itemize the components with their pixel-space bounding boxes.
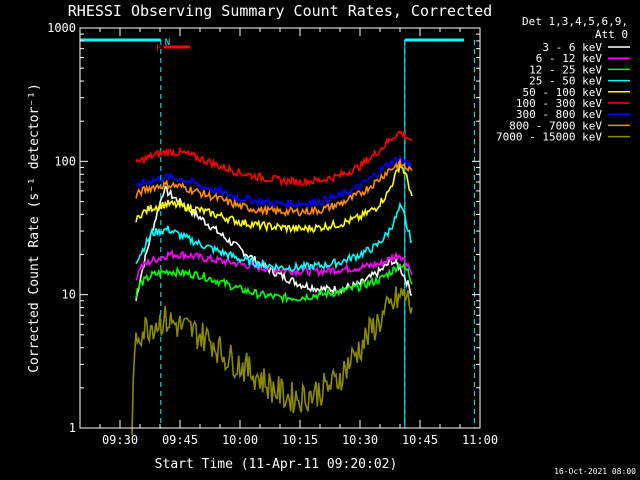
series-line-5 — [135, 129, 413, 187]
chart-title: RHESSI Observing Summary Count Rates, Co… — [68, 2, 492, 20]
y-tick-label-3: 1000 — [47, 21, 76, 35]
x-tick-label-0: 09:30 — [102, 433, 138, 447]
series-line-3 — [135, 201, 413, 273]
legend-header-2: Att 0 — [595, 28, 628, 41]
legend-label-8: 7000 - 15000 keV — [496, 131, 602, 144]
x-tick-label-5: 10:45 — [402, 433, 438, 447]
x-tick-label-2: 10:00 — [222, 433, 258, 447]
series-line-8 — [131, 286, 413, 436]
legend-label-3: 25 - 50 keV — [529, 75, 602, 88]
legend-label-4: 50 - 100 keV — [523, 86, 603, 99]
axis-ticks: 09:30 09:45 10:00 10:15 10:30 10:45 11:00 1 10 10… — [47, 21, 498, 447]
series-lines — [131, 129, 413, 436]
x-tick-label-3: 10:15 — [282, 433, 318, 447]
legend-label-6: 300 - 800 keV — [516, 108, 602, 121]
night-flag-label: N — [165, 38, 170, 48]
x-axis-label: Start Time (11-Apr-11 09:20:02) — [155, 457, 398, 472]
legend-label-2: 12 - 25 keV — [529, 63, 602, 76]
legend-header-1: Det 1,3,4,5,6,9, — [522, 15, 628, 28]
legend-label-5: 100 - 300 keV — [516, 97, 602, 110]
y-tick-label-1: 10 — [62, 288, 76, 302]
y-tick-label-0: 1 — [69, 421, 76, 435]
series-line-4 — [135, 161, 413, 235]
x-tick-label-4: 10:30 — [342, 433, 378, 447]
legend-label-7: 800 - 7000 keV — [509, 119, 602, 132]
legend-label-0: 3 - 6 keV — [542, 41, 602, 54]
legend-label-1: 6 - 12 keV — [536, 52, 603, 65]
series-line-2 — [135, 261, 413, 305]
series-line-7 — [135, 157, 413, 218]
flare-flag-label: F — [156, 44, 161, 54]
y-tick-label-2: 100 — [54, 154, 76, 168]
night-flags: NF — [80, 38, 475, 428]
date-stamp: 16-Oct-2021 08:00 — [554, 467, 636, 476]
x-tick-label-6: 11:00 — [462, 433, 498, 447]
x-tick-label-1: 09:45 — [162, 433, 198, 447]
y-axis-label: Corrected Count Rate (s⁻¹ detector⁻¹) — [27, 83, 42, 373]
series-line-6 — [135, 154, 413, 211]
